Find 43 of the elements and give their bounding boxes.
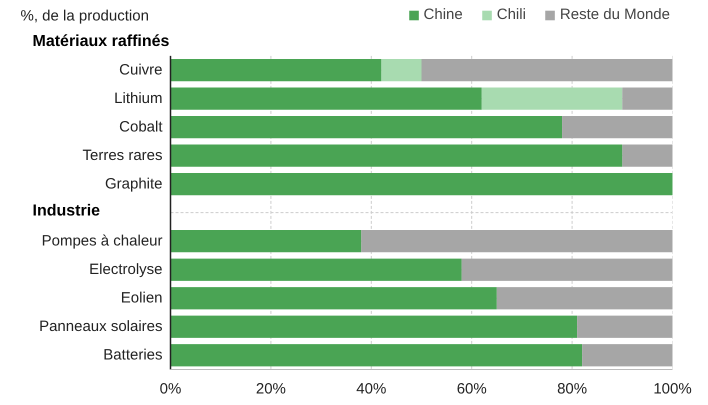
bar: [170, 116, 562, 138]
y-tick-label: Terres rares: [82, 147, 163, 164]
bar: [170, 316, 578, 338]
bar: [622, 144, 672, 167]
bar: [170, 173, 672, 196]
bar: [170, 230, 362, 252]
bar: [496, 287, 672, 310]
bar: [622, 87, 672, 110]
bar: [422, 58, 672, 82]
text: Matériaux raffinés: [32, 32, 170, 50]
legend-label: Chine: [424, 6, 463, 23]
bar: [462, 258, 672, 281]
x-tick-label: 20%: [256, 380, 286, 398]
bar: [170, 258, 462, 281]
x-tick-label: 60%: [456, 380, 487, 398]
y-tick-label: Pompes à chaleur: [42, 232, 163, 250]
bar: [170, 58, 382, 82]
y-axis-title: %, de la production: [20, 8, 149, 24]
bar: [170, 287, 497, 310]
y-tick-label: Graphite: [104, 176, 163, 193]
legend-label: Reste du Monde: [560, 6, 670, 23]
y-tick-label: Lithium: [114, 90, 163, 108]
bar: [170, 87, 482, 110]
bar: [482, 87, 622, 110]
x-tick-label: 0%: [160, 380, 182, 398]
y-tick-label: Panneaux solaires: [39, 318, 163, 336]
bar: [170, 144, 622, 167]
y-tick-label: Eolien: [120, 290, 163, 307]
legend-label: Chili: [496, 6, 526, 23]
bar: [562, 116, 672, 138]
bar: [582, 344, 672, 366]
y-tick-label: Cuivre: [119, 62, 163, 79]
x-tick-label: 80%: [557, 380, 588, 398]
y-tick-label: Batteries: [103, 346, 163, 364]
x-tick-label: 100%: [653, 380, 692, 398]
y-tick-label: Electrolyse: [89, 261, 162, 278]
y-tick-label: Cobalt: [119, 118, 164, 136]
bar: [381, 58, 422, 82]
bar: [577, 316, 672, 338]
bar: [170, 344, 582, 366]
bar: [361, 230, 672, 252]
text: Industrie: [32, 202, 100, 220]
x-tick-label: 40%: [356, 380, 386, 398]
